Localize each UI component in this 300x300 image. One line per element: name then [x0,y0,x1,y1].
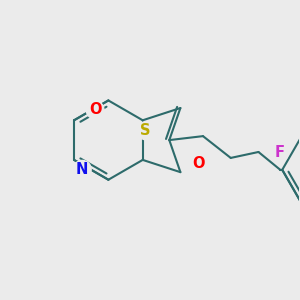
Text: F: F [274,146,284,160]
Circle shape [73,160,91,178]
Text: N: N [76,162,88,177]
Circle shape [136,122,154,140]
Text: O: O [89,102,101,117]
Text: O: O [192,156,205,171]
Circle shape [270,144,288,162]
Circle shape [86,101,104,119]
Text: S: S [140,123,151,138]
Circle shape [190,154,207,172]
